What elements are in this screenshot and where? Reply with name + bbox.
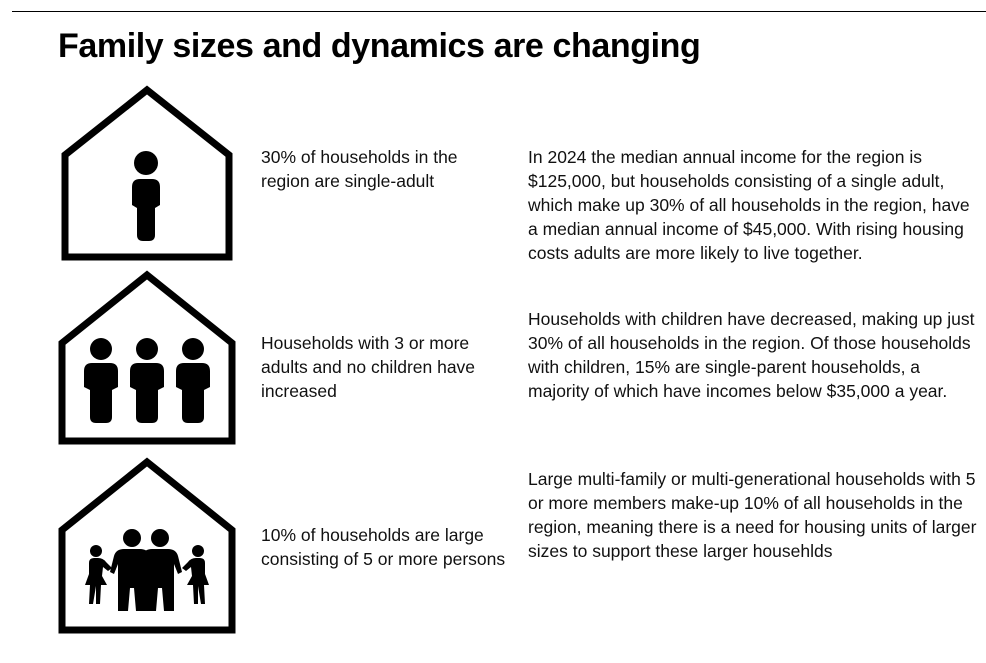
top-divider — [12, 11, 986, 12]
house-single-adult-icon — [56, 85, 238, 265]
large-family-caption: 10% of households are large consisting o… — [261, 525, 506, 569]
house-family-icon — [56, 456, 238, 636]
page-title: Family sizes and dynamics are changing — [58, 27, 701, 65]
three-adults-description: Households with children have decreased,… — [528, 309, 975, 401]
single-adult-caption: 30% of households in the region are sing… — [261, 147, 458, 191]
house-three-adults-icon — [56, 269, 238, 449]
three-adults-caption: Households with 3 or more adults and no … — [261, 333, 476, 401]
single-adult-description: In 2024 the median annual income for the… — [528, 147, 970, 263]
large-family-description: Large multi-family or multi-generational… — [528, 469, 977, 561]
